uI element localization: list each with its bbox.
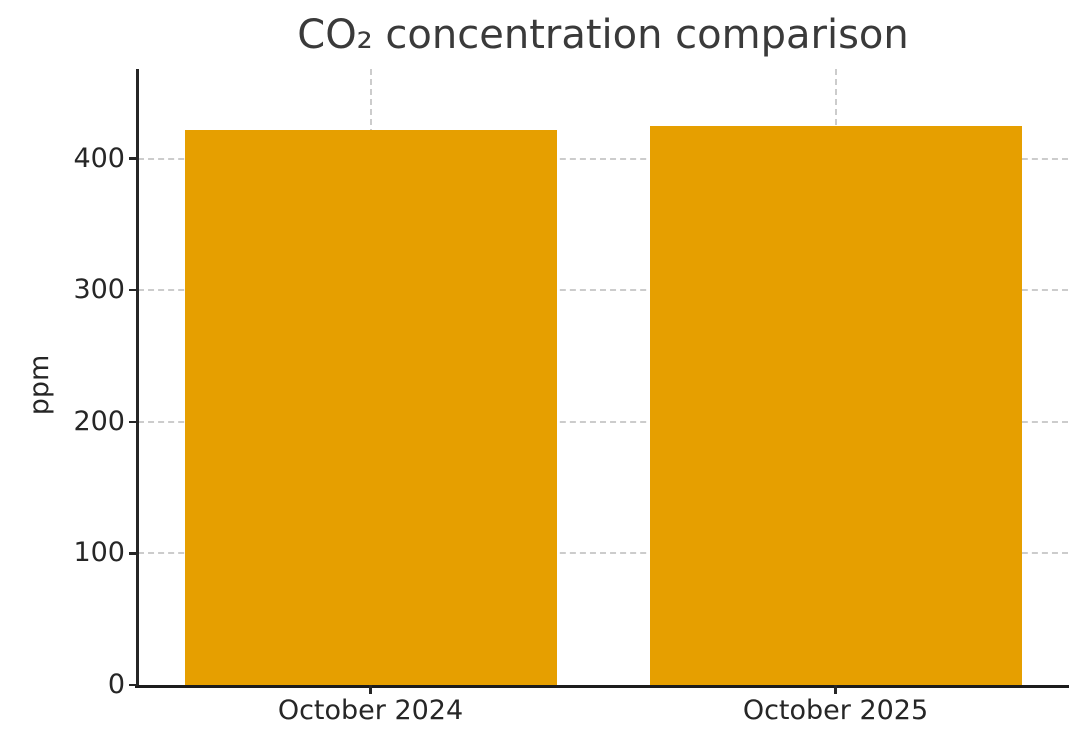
chart-title: CO₂ concentration comparison <box>297 12 909 58</box>
y-axis-line <box>136 69 139 686</box>
x-axis-tick <box>369 685 372 694</box>
y-tick-label: 100 <box>73 537 125 569</box>
bar <box>649 125 1022 685</box>
x-tick-label: October 2024 <box>277 695 464 726</box>
y-axis-tick <box>129 552 138 555</box>
y-gridline <box>138 420 1068 423</box>
y-axis-tick <box>129 683 138 687</box>
bar <box>184 129 557 685</box>
x-tick-label: October 2025 <box>742 695 929 726</box>
y-tick-label: 0 <box>107 669 125 700</box>
y-axis-tick <box>129 288 138 292</box>
y-axis-tick <box>129 420 138 423</box>
y-tick-label: 300 <box>73 274 125 306</box>
y-axis-tick <box>129 157 138 160</box>
y-tick-label: 200 <box>73 405 125 437</box>
x-axis-tick <box>834 685 837 694</box>
y-gridline <box>138 552 1068 555</box>
y-tick-label: 400 <box>73 142 125 174</box>
plot-area <box>138 69 1068 685</box>
y-gridline <box>138 157 1068 160</box>
x-axis-line <box>135 684 1069 688</box>
y-gridline <box>138 289 1068 292</box>
